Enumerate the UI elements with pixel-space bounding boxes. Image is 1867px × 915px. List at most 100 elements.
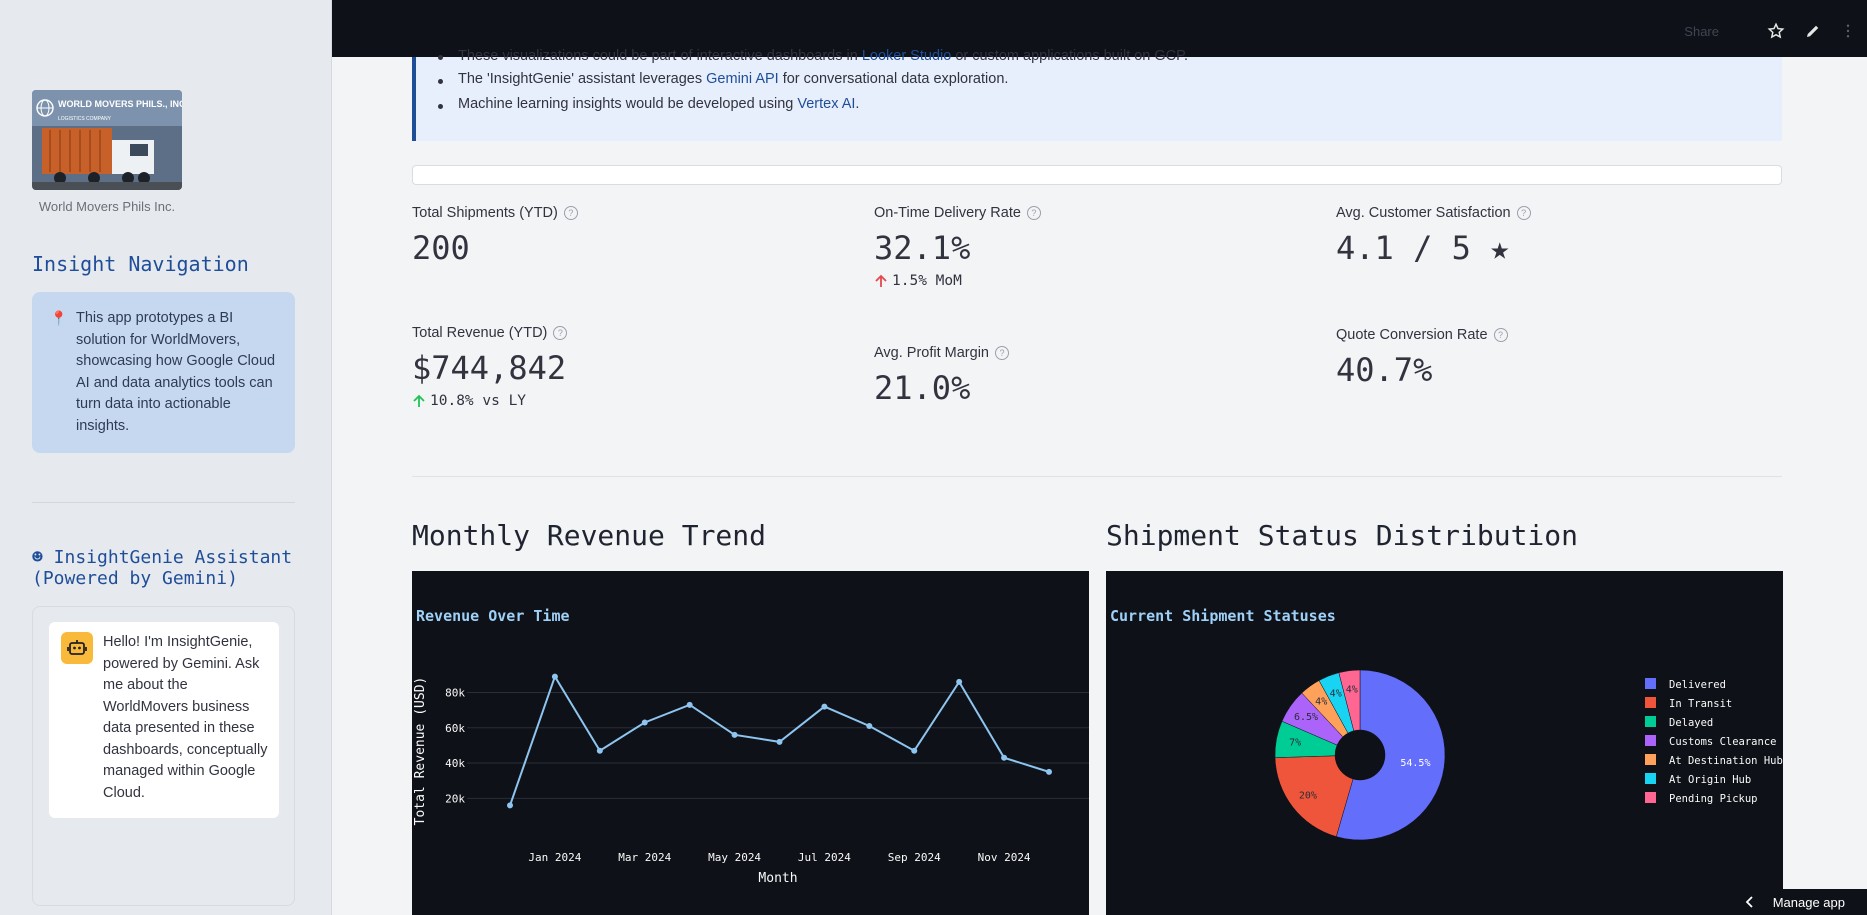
metric-on-time-delivery: On-Time Delivery Rate? 32.1% 1.5% MoM [874, 205, 1041, 289]
y-axis-label: Total Revenue (USD) [413, 677, 428, 826]
bullet [438, 55, 443, 60]
legend-label: Customs Clearance [1669, 736, 1776, 748]
arrow-up-icon [875, 274, 887, 287]
data-point [596, 747, 603, 754]
vertex-ai-link[interactable]: Vertex AI [797, 96, 856, 112]
help-icon[interactable]: ? [1026, 206, 1041, 220]
status-chart[interactable]: Current Shipment Statuses 54.5% 20% 7% 6.5%… [1106, 571, 1783, 915]
help-icon[interactable]: ? [1493, 328, 1508, 342]
help-icon[interactable]: ? [1516, 206, 1531, 220]
manage-app-button[interactable]: Manage app [1727, 889, 1867, 915]
bullet [438, 104, 443, 109]
banner-line-1: These visualizations could be part of in… [458, 48, 1188, 64]
y-tick-label: 60k [445, 722, 465, 735]
chat-message: Hello! I'm InsightGenie, powered by Gemi… [49, 622, 279, 818]
chart-title: Current Shipment Statuses [1110, 607, 1336, 625]
x-tick-label: Jan 2024 [528, 851, 581, 864]
data-point [731, 731, 738, 738]
assistant-chat-panel[interactable]: Hello! I'm InsightGenie, powered by Gemi… [32, 606, 295, 906]
pie-slice [1338, 669, 1361, 732]
x-tick-label: Sep 2024 [888, 851, 941, 864]
info-text: This app prototypes a BI solution for Wo… [76, 310, 276, 434]
data-point [866, 723, 873, 729]
data-point [641, 719, 648, 726]
chat-message-text: Hello! I'm InsightGenie, powered by Gemi… [103, 634, 268, 801]
robot-icon [61, 632, 93, 664]
data-point [551, 673, 558, 680]
data-point [911, 747, 918, 754]
legend-label: At Origin Hub [1669, 774, 1751, 786]
metric-value: 40.7% [1336, 351, 1433, 389]
data-point [821, 703, 828, 710]
more-vert-icon[interactable] [1839, 22, 1857, 40]
metric-total-revenue: Total Revenue (YTD)? $744,842 10.8% vs L… [412, 325, 568, 409]
gemini-api-link[interactable]: Gemini API [706, 71, 779, 87]
banner-line-2: The 'InsightGenie' assistant leverages G… [458, 71, 1009, 87]
metric-delta: 1.5% MoM [874, 273, 1041, 289]
svg-text:WORLD MOVERS PHILS., INC.: WORLD MOVERS PHILS., INC. [58, 99, 182, 109]
section-divider [412, 476, 1782, 477]
metric-value: $744,842 [412, 349, 567, 387]
share-button[interactable]: Share [1684, 24, 1719, 39]
pencil-icon[interactable] [1804, 22, 1822, 40]
pushpin-icon: 📍 [50, 310, 68, 326]
data-point [776, 738, 783, 745]
sidebar-divider [32, 502, 295, 503]
info-box: 📍 This app prototypes a BI solution for … [32, 292, 295, 453]
metric-value: 4.1 / 5 ★ [1336, 229, 1510, 267]
legend-label: Delayed [1669, 717, 1713, 729]
nav-title: Insight Navigation [32, 252, 249, 276]
revenue-chart[interactable]: Revenue Over Time 20k 40k 60k 80k Jan 2024 Ma… [412, 571, 1089, 915]
slice-label: 7% [1289, 738, 1301, 749]
arrow-up-icon [413, 394, 425, 407]
svg-text:LOGISTICS COMPANY: LOGISTICS COMPANY [58, 116, 112, 122]
legend-label: In Transit [1669, 698, 1732, 710]
legend-swatch [1645, 773, 1656, 784]
slice-label: 4% [1346, 685, 1358, 696]
help-icon[interactable]: ? [994, 346, 1009, 360]
metric-delta: 10.8% vs LY [412, 393, 567, 409]
revenue-section-title: Monthly Revenue Trend [412, 519, 767, 552]
metric-quote-conversion: Quote Conversion Rate? 40.7% [1336, 327, 1508, 389]
slice-label: 4% [1315, 697, 1327, 708]
metric-value: 21.0% [874, 369, 971, 407]
help-icon[interactable]: ? [553, 326, 568, 340]
y-tick-label: 40k [445, 757, 465, 770]
revenue-line-chart: 20k 40k 60k 80k Jan 2024 Mar 2024 May 2024 Jul … [413, 673, 1089, 886]
status-section-title: Shipment Status Distribution [1106, 519, 1579, 552]
data-point [1046, 768, 1052, 775]
legend-swatch [1645, 697, 1656, 708]
legend-label: Pending Pickup [1669, 793, 1758, 805]
data-point [1001, 754, 1008, 761]
bullet [438, 79, 443, 84]
company-logo: WORLD MOVERS PHILS., INC. LOGISTICS COMP… [32, 90, 182, 190]
banner-line-3: Machine learning insights would be devel… [458, 96, 860, 112]
slice-label: 20% [1299, 790, 1317, 801]
main-content: These visualizations could be part of in… [333, 48, 1867, 915]
star-icon[interactable] [1767, 22, 1785, 40]
metric-customer-satisfaction: Avg. Customer Satisfaction? 4.1 / 5 ★ [1336, 205, 1531, 267]
x-tick-label: Jul 2024 [798, 851, 851, 864]
chevron-left-icon [1745, 896, 1753, 908]
x-tick-label: Nov 2024 [978, 851, 1031, 864]
legend-swatch [1645, 735, 1656, 746]
data-point [956, 678, 963, 685]
pie-slice [1274, 755, 1354, 837]
x-tick-label: Mar 2024 [618, 851, 671, 864]
logo-caption: World Movers Phils Inc. [38, 199, 176, 214]
pie-slice [1335, 669, 1446, 841]
legend-label: Delivered [1669, 679, 1726, 691]
y-tick-label: 20k [445, 792, 465, 805]
y-tick-label: 80k [445, 686, 465, 699]
looker-studio-link[interactable]: Looker Studio [861, 48, 952, 64]
help-icon[interactable]: ? [563, 206, 578, 220]
chart-title: Revenue Over Time [416, 607, 570, 625]
info-banner: These visualizations could be part of in… [412, 48, 1782, 141]
metric-profit-margin: Avg. Profit Margin? 21.0% [874, 345, 1009, 407]
metric-total-shipments: Total Shipments (YTD)? 200 [412, 205, 578, 267]
empty-container [412, 165, 1782, 185]
legend-label: At Destination Hub [1669, 755, 1783, 767]
slice-label: 4% [1330, 689, 1342, 700]
legend-swatch [1645, 716, 1656, 727]
